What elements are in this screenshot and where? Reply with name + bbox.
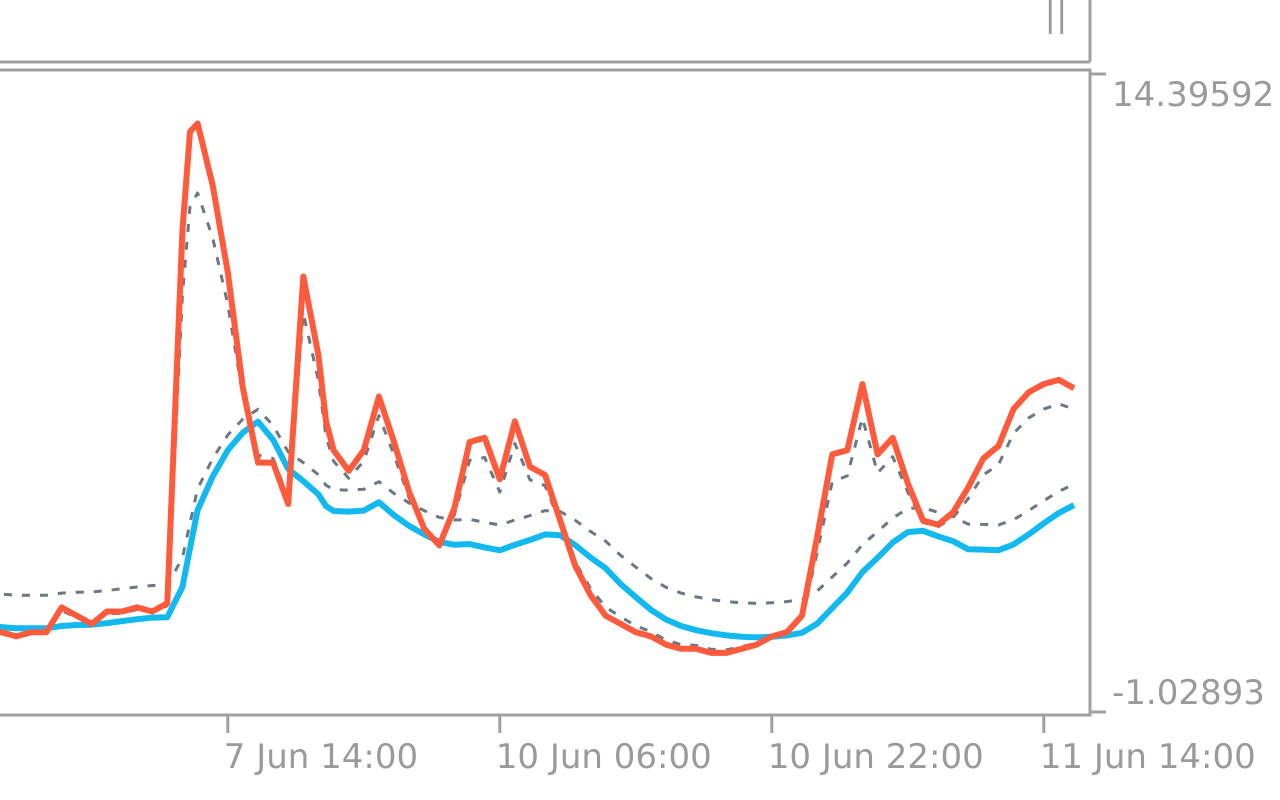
x-tick-label: 7 Jun 14:00	[224, 737, 418, 777]
fast-line	[0, 120, 1076, 656]
panel-button[interactable]: ||	[1045, 0, 1068, 35]
band-lower-line	[0, 407, 1075, 605]
price-label-bottom: -1.02893	[1112, 673, 1265, 713]
x-tick-label: 11 Jun 14:00	[1040, 737, 1256, 777]
x-tick-label: 10 Jun 22:00	[768, 737, 984, 777]
price-label-top: 14.39592	[1112, 75, 1274, 115]
band-upper-line	[0, 191, 1075, 652]
x-tick-label: 10 Jun 06:00	[496, 737, 712, 777]
plot-frame	[0, 68, 1092, 717]
slow-line	[0, 418, 1076, 641]
plot-lines	[0, 120, 1076, 656]
